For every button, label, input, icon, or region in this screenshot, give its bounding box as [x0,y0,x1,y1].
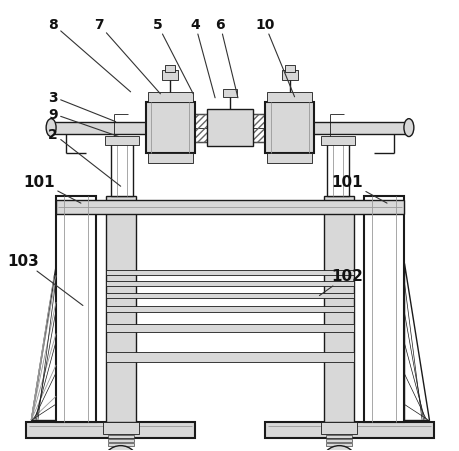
Bar [106,293,353,298]
Bar [106,325,353,332]
Text: 101: 101 [331,175,386,204]
Bar [106,352,353,362]
Text: 103: 103 [7,254,83,306]
Text: 3: 3 [48,91,116,122]
Text: 10: 10 [255,18,294,97]
Bar [56,197,95,422]
Bar [326,443,352,446]
Text: 6: 6 [215,18,237,99]
Text: 9: 9 [48,107,118,137]
Bar [106,307,353,313]
Bar [111,142,132,197]
Text: 8: 8 [48,18,130,92]
Circle shape [321,446,357,451]
Text: 101: 101 [23,175,81,204]
Bar [106,270,353,275]
Bar [102,422,138,434]
Bar [223,90,236,97]
Bar [309,122,408,134]
Bar [106,197,135,422]
Text: 5: 5 [152,18,193,95]
Bar [107,439,133,442]
Polygon shape [403,263,428,420]
Bar [147,154,193,164]
Bar [326,435,352,438]
Bar [165,66,175,73]
Circle shape [102,446,138,451]
Bar [324,197,353,422]
Bar [266,92,312,102]
Bar [106,281,353,286]
Ellipse shape [403,120,413,137]
Ellipse shape [46,120,56,137]
Bar [326,439,352,442]
Text: 4: 4 [190,18,215,99]
Bar [105,136,138,146]
Bar [364,197,403,422]
Bar [266,154,312,164]
Bar [281,71,297,81]
Bar [207,110,252,147]
Bar [321,422,357,434]
Bar [160,115,299,142]
Bar [160,115,299,142]
Bar [264,102,314,154]
Bar [162,71,178,81]
Bar [264,422,433,438]
Bar [321,136,354,146]
Bar [107,443,133,446]
Bar [107,435,133,438]
Bar [284,66,294,73]
Polygon shape [31,263,56,420]
Bar [147,92,193,102]
Text: 7: 7 [94,18,160,95]
Bar [26,422,195,438]
Text: 102: 102 [319,269,363,296]
Bar [56,201,403,215]
Text: 2: 2 [48,127,120,187]
Bar [145,102,195,154]
Bar [51,122,150,134]
Bar [327,142,348,197]
